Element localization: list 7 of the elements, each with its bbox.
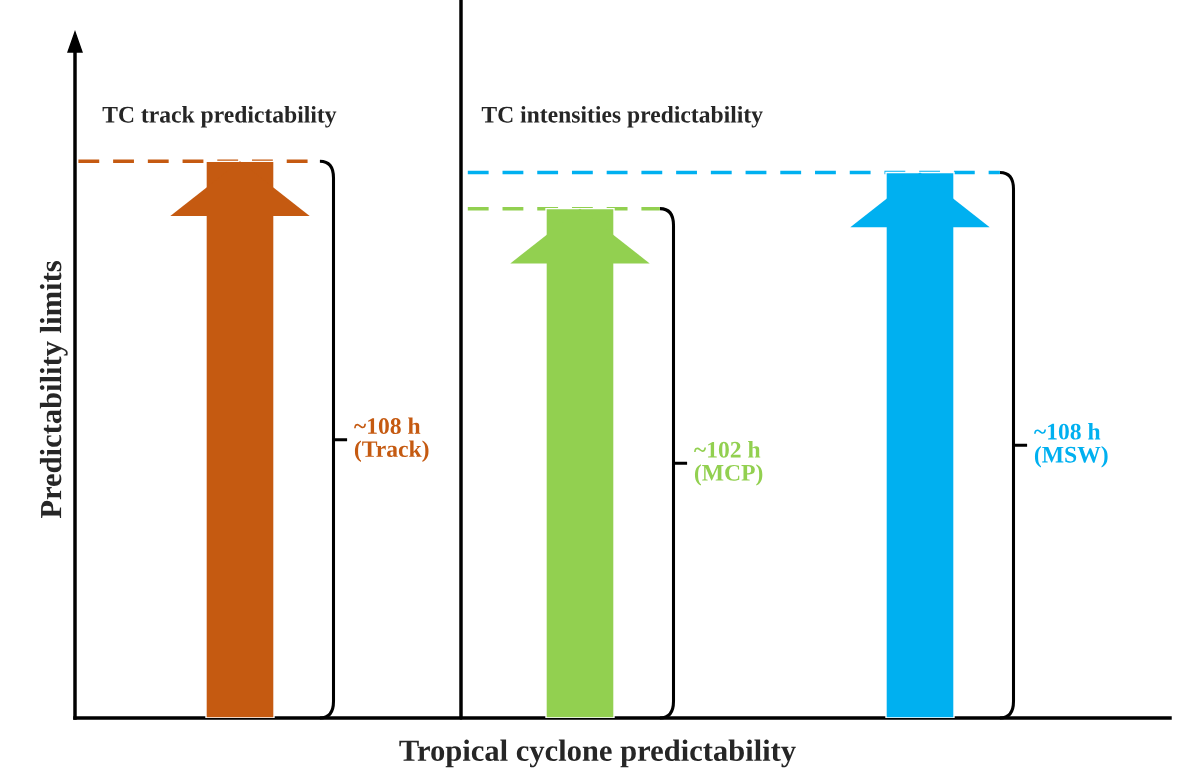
annotation: ~108 h (MSW): [1034, 423, 1108, 468]
annotation: ~108 h (Track): [354, 417, 429, 462]
text: TC intensities predictability: [481, 106, 763, 128]
text: TC track predictability: [102, 106, 337, 128]
x-axis-title: Tropical cyclone predictability: [399, 739, 796, 768]
annotation: ~102 h (MCP): [694, 441, 763, 486]
y-axis-title: Predictability limits: [39, 261, 68, 519]
